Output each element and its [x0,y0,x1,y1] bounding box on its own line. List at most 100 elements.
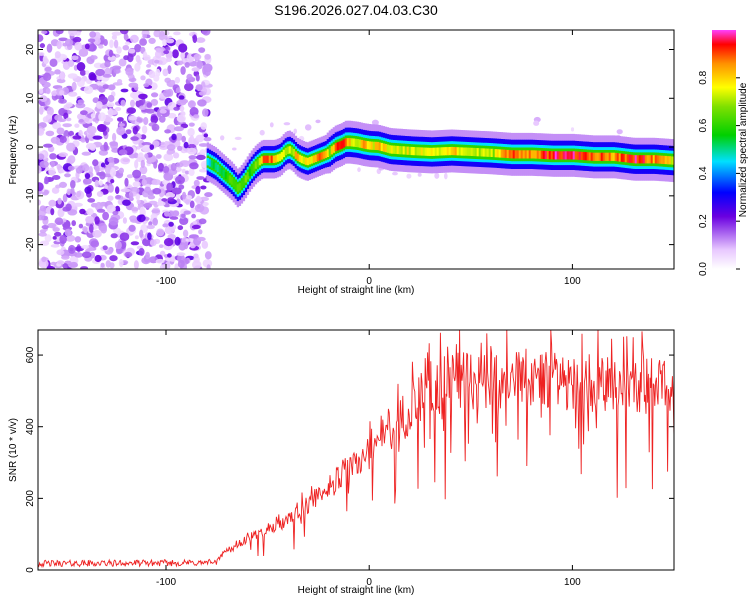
noise-blob [130,91,139,99]
noise-blob [74,41,82,51]
noise-blob [128,82,139,88]
noise-blob [38,34,44,42]
noise-blob [176,252,186,257]
noise-blob [107,183,114,193]
noise-blob [99,171,106,180]
ridge-peak [432,147,436,156]
ridge-peak [640,155,644,164]
ridge-peak [654,155,658,164]
noise-speck [357,167,361,173]
noise-blob [135,193,141,201]
noise-blob [89,251,96,259]
ridge-peak [208,159,212,167]
noise-blob [46,106,54,116]
noise-blob [165,261,171,269]
ridge-peak [522,150,526,159]
noise-blob [116,126,126,136]
noise-blob [128,77,137,83]
noise-blob [83,86,94,94]
noise-blob [50,136,61,144]
ridge-peak [270,155,274,163]
ridge-peak [528,150,532,159]
noise-speck [293,128,298,134]
noise-blob [114,241,122,250]
noise-blob [196,176,205,180]
noise-blob [148,37,156,45]
noise-blob [109,141,118,147]
noise-blob [64,228,72,237]
ridge-peak [498,149,502,158]
noise-blob [165,192,176,199]
noise-blob [139,229,144,238]
noise-blob [95,68,105,77]
noise-blob [62,206,70,212]
noise-blob [84,186,92,194]
noise-blob [111,34,117,40]
noise-blob [81,251,92,259]
ridge-peak [546,151,550,160]
noise-blob [196,236,206,242]
noise-blob [124,177,129,187]
spectrogram-y-tick-label: 0 [25,144,36,150]
noise-blob [197,99,207,107]
noise-blob [172,210,180,217]
ridge-peak [244,175,248,183]
noise-blob [143,83,150,88]
noise-blob [202,65,207,75]
ridge-peak [664,155,668,165]
noise-blob [163,50,170,55]
ridge-peak [266,155,270,163]
noise-blob [145,251,151,260]
ridge-peak [326,149,330,157]
noise-blob [68,244,76,254]
ridge-peak [536,150,540,159]
noise-blob [57,208,65,218]
noise-blob [151,209,160,214]
noise-blob [85,70,90,75]
ridge-peak [238,183,242,191]
noise-blob [79,69,86,76]
ridge-peak [354,138,358,147]
ridge-peak [626,154,630,163]
ridge-peak [516,150,520,159]
noise-blob [132,126,138,135]
ridge-peak [320,152,324,160]
ridge-peak [606,152,610,161]
snr-x-tick-label: -100 [156,577,176,588]
ridge-peak [618,153,622,162]
noise-blob [119,30,129,35]
ridge-peak [404,146,408,155]
noise-blob [65,234,76,242]
ridge-peak [538,150,542,159]
noise-blob [176,60,184,66]
ridge-peak [220,168,224,176]
noise-speck [434,172,440,179]
ridge-peak [576,151,580,160]
ridge-peak [574,151,578,160]
noise-blob [39,43,46,49]
noise-blob [81,245,90,249]
noise-blob [161,198,168,202]
ridge-peak [628,154,632,163]
ridge-peak [648,155,652,164]
spectrogram-y-tick-label: 20 [25,44,36,56]
ridge-peak [508,150,512,159]
noise-blob [193,114,200,119]
ridge-peak [428,147,432,156]
noise-blob [153,161,158,169]
ridge-peak [610,152,614,161]
ridge-peak [518,150,522,159]
noise-blob [202,108,209,117]
noise-blob [74,123,80,128]
ridge-peak [608,152,612,161]
noise-blob [156,201,166,206]
noise-blob [120,88,129,93]
noise-blob [104,117,114,123]
noise-blob [90,113,96,119]
noise-blob [67,165,75,171]
ridge-peak [582,152,586,161]
noise-blob [181,160,190,167]
ridge-peak [616,153,620,162]
spectrogram-y-tick-label: -10 [25,188,36,203]
